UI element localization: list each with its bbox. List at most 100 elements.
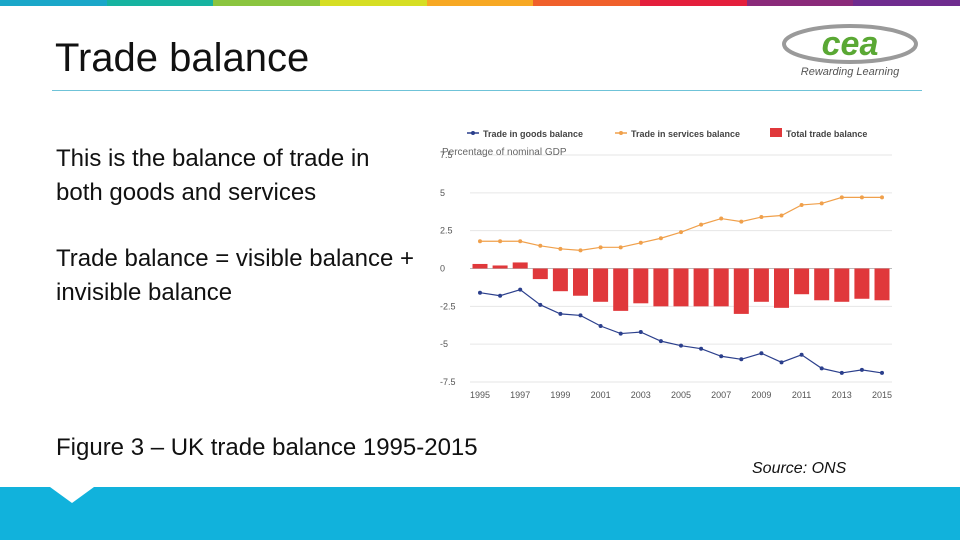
accent-bar-segment <box>853 0 960 6</box>
accent-bar-segment <box>533 0 641 6</box>
footer-notch <box>50 487 94 503</box>
logo-tagline: Rewarding Learning <box>801 66 900 78</box>
data-point <box>699 222 704 227</box>
total-trade-bar <box>753 268 769 302</box>
data-point <box>618 331 623 336</box>
legend-label: Total trade balance <box>786 129 867 139</box>
data-point <box>618 245 623 250</box>
data-point <box>819 201 824 206</box>
x-tick-label: 2011 <box>792 390 811 400</box>
data-point <box>538 243 543 248</box>
accent-bar-segment <box>746 0 854 6</box>
data-point <box>578 313 583 318</box>
legend-marker <box>619 131 623 135</box>
data-point <box>859 367 864 372</box>
data-point <box>759 351 764 356</box>
data-point <box>478 239 482 244</box>
page-title: Trade balance <box>55 36 310 80</box>
y-tick-label: -7.5 <box>440 377 456 387</box>
data-point <box>558 311 563 316</box>
legend-label: Trade in goods balance <box>483 129 583 139</box>
data-point <box>598 324 603 329</box>
y-tick-label: -5 <box>440 339 448 349</box>
total-trade-bar <box>492 265 508 269</box>
data-point <box>498 239 503 244</box>
accent-bar-segment <box>106 0 214 6</box>
data-point <box>558 246 563 251</box>
x-tick-label: 1999 <box>550 390 570 400</box>
total-trade-bar <box>532 268 548 280</box>
total-trade-bar <box>693 268 709 307</box>
accent-bar-segment <box>213 0 321 6</box>
accent-bar-segment <box>320 0 427 6</box>
total-trade-bar <box>613 268 629 311</box>
data-point <box>839 195 844 200</box>
x-tick-label: 2005 <box>671 390 691 400</box>
source-note: Source: ONS <box>752 460 847 477</box>
data-point <box>679 230 683 235</box>
data-point <box>759 215 764 220</box>
data-point <box>699 346 704 351</box>
total-trade-bar <box>874 268 890 301</box>
total-trade-bar <box>834 268 850 302</box>
accent-bar-segment <box>426 0 534 6</box>
x-tick-label: 2009 <box>751 390 771 400</box>
formula-text: Trade balance = visible balance + invisi… <box>56 245 415 306</box>
data-point <box>538 302 543 307</box>
total-trade-bar <box>774 268 789 308</box>
data-point <box>739 357 744 362</box>
data-point <box>739 219 744 224</box>
data-point <box>658 236 663 241</box>
y-tick-label: 7.5 <box>440 150 453 160</box>
data-point <box>779 360 784 365</box>
data-point <box>518 239 523 244</box>
data-point <box>498 293 503 298</box>
x-tick-label: 1997 <box>510 390 530 400</box>
chart-subtitle: Percentage of nominal GDP <box>442 147 567 158</box>
figure-caption: Figure 3 – UK trade balance 1995-2015 <box>56 434 478 461</box>
total-trade-bar <box>673 268 689 307</box>
x-tick-label: 2013 <box>832 390 852 400</box>
footer-band <box>0 487 960 540</box>
cea-logo: cea Rewarding Learning <box>782 24 918 78</box>
data-point <box>478 290 482 295</box>
total-trade-bar <box>573 268 588 296</box>
data-point <box>638 240 643 245</box>
total-trade-bar <box>472 263 488 269</box>
data-point <box>578 248 583 253</box>
data-point <box>880 195 884 200</box>
total-trade-bar <box>733 268 749 314</box>
total-trade-bar <box>633 268 649 304</box>
data-point <box>658 339 663 344</box>
data-point <box>719 216 724 221</box>
data-point <box>679 343 683 348</box>
accent-bar-segment <box>640 0 747 6</box>
y-tick-label: 2.5 <box>440 226 453 236</box>
legend-marker <box>471 131 475 135</box>
data-point <box>638 330 643 335</box>
data-point <box>779 213 784 218</box>
legend-swatch <box>770 128 782 137</box>
total-trade-bar <box>854 268 870 299</box>
total-trade-bar <box>814 268 830 301</box>
data-point <box>839 370 844 375</box>
total-trade-bar <box>653 268 669 307</box>
x-tick-label: 2015 <box>872 390 892 400</box>
data-point <box>819 366 824 371</box>
total-trade-bar <box>552 268 568 292</box>
data-point <box>518 287 523 292</box>
x-tick-label: 2001 <box>591 390 611 400</box>
data-point <box>859 195 864 200</box>
data-point <box>799 352 804 357</box>
logo-text: cea <box>822 25 879 63</box>
title-divider <box>52 90 922 91</box>
x-tick-label: 1995 <box>470 390 490 400</box>
data-point <box>598 245 603 250</box>
definition-text: This is the balance of trade in both goo… <box>56 145 370 206</box>
x-tick-label: 2003 <box>631 390 651 400</box>
legend-label: Trade in services balance <box>631 129 740 139</box>
total-trade-bar <box>593 268 609 302</box>
data-point <box>719 354 724 359</box>
total-trade-bar <box>713 268 729 307</box>
total-trade-bar <box>794 268 810 295</box>
